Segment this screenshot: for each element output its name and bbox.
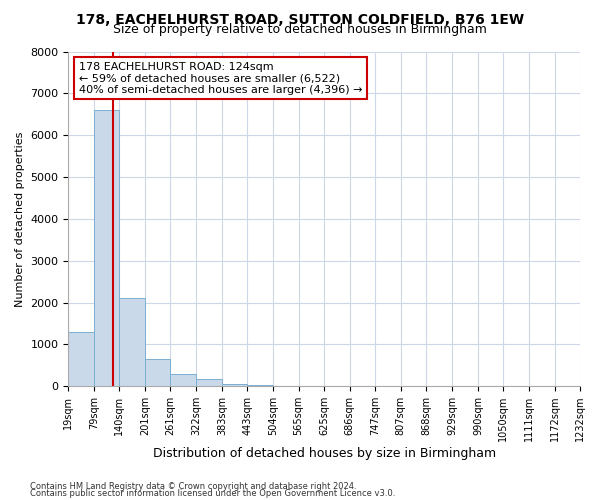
Text: 178 EACHELHURST ROAD: 124sqm
← 59% of detached houses are smaller (6,522)
40% of: 178 EACHELHURST ROAD: 124sqm ← 59% of de… (79, 62, 362, 94)
Bar (196, 379, 222, 386)
Bar (119, 298, 145, 386)
Y-axis label: Number of detached properties: Number of detached properties (15, 131, 25, 306)
Bar (94, 110, 119, 386)
Text: Size of property relative to detached houses in Birmingham: Size of property relative to detached ho… (113, 22, 487, 36)
Bar (145, 359, 170, 386)
Bar (68, 332, 94, 386)
Text: Contains public sector information licensed under the Open Government Licence v3: Contains public sector information licen… (30, 490, 395, 498)
Text: 178, EACHELHURST ROAD, SUTTON COLDFIELD, B76 1EW: 178, EACHELHURST ROAD, SUTTON COLDFIELD,… (76, 12, 524, 26)
X-axis label: Distribution of detached houses by size in Birmingham: Distribution of detached houses by size … (152, 447, 496, 460)
Bar (170, 374, 196, 386)
Text: Contains HM Land Registry data © Crown copyright and database right 2024.: Contains HM Land Registry data © Crown c… (30, 482, 356, 491)
Bar (222, 384, 247, 386)
